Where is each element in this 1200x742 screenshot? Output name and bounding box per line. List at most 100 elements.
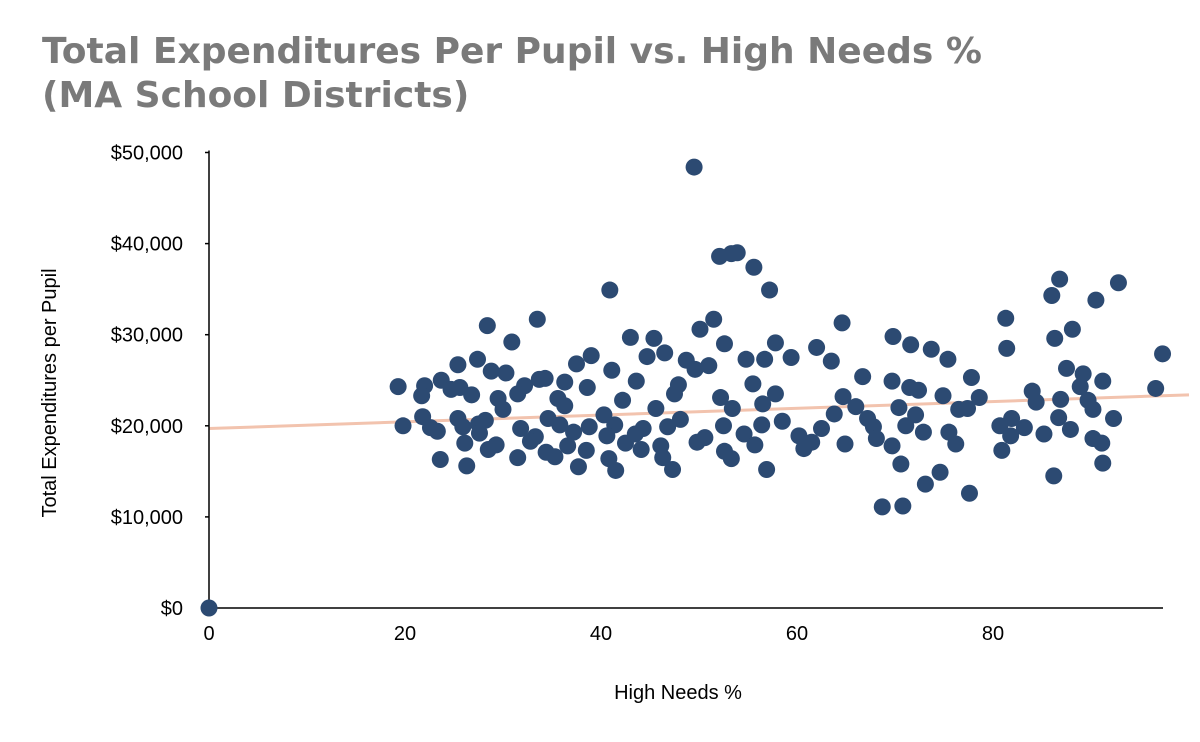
data-point <box>556 373 574 391</box>
chart-title-line-2: (MA School Districts) <box>42 75 470 116</box>
x-tick-label: 0 <box>203 623 214 645</box>
data-point <box>456 434 474 452</box>
data-point <box>1002 427 1020 445</box>
data-point <box>808 338 826 356</box>
data-point <box>449 356 467 374</box>
data-point <box>664 461 682 479</box>
data-point <box>1094 454 1112 472</box>
data-point <box>745 258 763 276</box>
data-point <box>883 437 901 455</box>
data-point <box>825 405 843 423</box>
data-point <box>890 399 908 417</box>
data-point <box>847 398 865 416</box>
data-point <box>595 406 613 424</box>
data-point <box>442 380 460 398</box>
data-point <box>200 599 218 617</box>
data-point <box>647 399 665 417</box>
trendline-layer <box>208 393 1190 431</box>
data-point <box>546 448 564 466</box>
data-point <box>413 387 431 405</box>
data-point <box>735 425 753 443</box>
data-point <box>1094 372 1112 390</box>
data-point <box>556 397 574 415</box>
data-point <box>1087 291 1105 309</box>
data-point <box>617 434 634 452</box>
data-point <box>458 457 476 475</box>
data-point <box>1050 409 1068 427</box>
trendline <box>208 393 1190 431</box>
data-point <box>389 378 407 396</box>
data-point <box>582 347 600 365</box>
data-point <box>931 463 949 481</box>
y-axis-title: Total Expenditures per Pupil <box>39 268 61 517</box>
data-point <box>528 310 546 328</box>
data-point <box>659 418 677 436</box>
data-point <box>1147 379 1165 397</box>
data-point <box>1074 365 1092 383</box>
data-point <box>854 368 872 386</box>
data-point <box>910 381 928 399</box>
data-point <box>686 360 704 378</box>
data-point <box>656 344 674 362</box>
data-point <box>671 410 689 428</box>
data-point <box>822 352 840 370</box>
x-tick-label: 40 <box>590 623 612 645</box>
data-point <box>497 364 515 382</box>
data-point <box>559 437 577 455</box>
data-point <box>795 440 813 458</box>
data-point <box>756 350 774 368</box>
data-point <box>638 348 656 366</box>
data-point <box>939 350 957 368</box>
data-point <box>834 388 852 406</box>
data-point <box>479 440 497 458</box>
data-point <box>728 244 746 262</box>
data-point <box>997 309 1015 327</box>
y-tick-label: $40,000 <box>111 234 183 256</box>
data-point <box>1084 400 1102 418</box>
tick-labels-layer: $0 $10,000 $20,000 $30,000 $40,000 $50,000 0 20… <box>111 143 1004 646</box>
data-point <box>601 281 619 299</box>
data-point <box>654 449 672 467</box>
points-layer <box>200 158 1172 617</box>
data-point <box>761 281 779 299</box>
data-point <box>666 385 683 403</box>
data-point <box>482 362 500 380</box>
data-point <box>1058 359 1075 377</box>
data-point <box>873 498 891 516</box>
data-point <box>712 389 730 407</box>
data-point <box>536 369 554 387</box>
data-point <box>469 350 487 368</box>
data-point <box>884 328 902 346</box>
data-point <box>607 461 625 479</box>
data-point <box>959 399 977 417</box>
data-point <box>722 450 740 468</box>
data-point <box>894 497 912 515</box>
data-point <box>902 336 920 354</box>
data-point <box>897 417 915 435</box>
data-point <box>632 440 650 458</box>
data-point <box>509 385 527 403</box>
data-point <box>754 395 772 413</box>
data-point <box>715 417 732 435</box>
data-point <box>454 418 472 436</box>
data-point <box>907 406 925 424</box>
data-point <box>746 436 764 454</box>
data-point <box>1046 329 1064 347</box>
data-point <box>1045 467 1063 485</box>
data-point <box>521 432 539 450</box>
data-point <box>645 329 663 347</box>
data-point <box>580 418 598 436</box>
data-point <box>737 350 755 368</box>
data-point <box>569 458 587 476</box>
data-point <box>962 369 980 387</box>
data-point <box>1105 410 1123 428</box>
data-point <box>993 441 1011 459</box>
data-point <box>688 433 706 451</box>
data-point <box>947 435 965 453</box>
data-point <box>753 416 771 434</box>
data-point <box>766 334 784 352</box>
data-point <box>463 386 481 404</box>
data-point <box>1043 287 1061 305</box>
data-point <box>598 427 616 445</box>
